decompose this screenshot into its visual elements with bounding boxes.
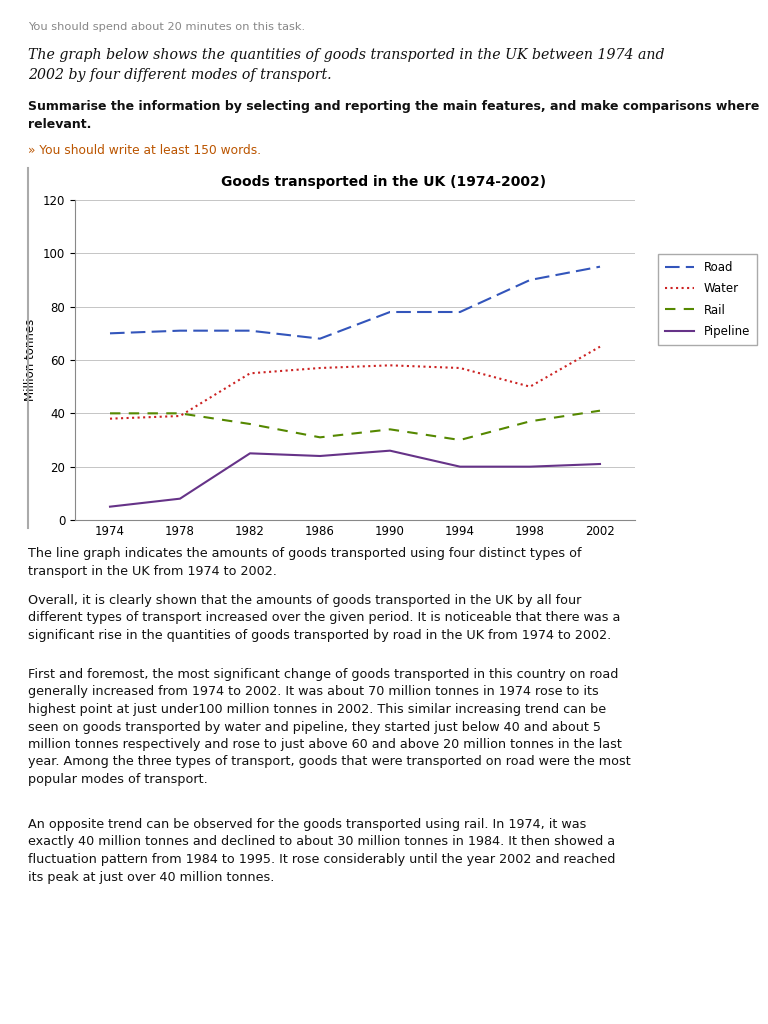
Text: Overall, it is clearly shown that the amounts of goods transported in the UK by : Overall, it is clearly shown that the am… — [28, 594, 621, 642]
Text: An opposite trend can be observed for the goods transported using rail. In 1974,: An opposite trend can be observed for th… — [28, 818, 615, 884]
Text: Goods transported in the UK (1974-2002): Goods transported in the UK (1974-2002) — [221, 175, 547, 189]
Text: » You should write at least 150 words.: » You should write at least 150 words. — [28, 144, 261, 157]
Y-axis label: Million tonnes: Million tonnes — [25, 318, 38, 401]
Text: The graph below shows the quantities of goods transported in the UK between 1974: The graph below shows the quantities of … — [28, 48, 664, 82]
Text: You should spend about 20 minutes on this task.: You should spend about 20 minutes on thi… — [28, 22, 305, 32]
Text: First and foremost, the most significant change of goods transported in this cou: First and foremost, the most significant… — [28, 668, 631, 786]
Text: The line graph indicates the amounts of goods transported using four distinct ty: The line graph indicates the amounts of … — [28, 547, 581, 578]
Text: Summarise the information by selecting and reporting the main features, and make: Summarise the information by selecting a… — [28, 100, 760, 131]
Legend: Road, Water, Rail, Pipeline: Road, Water, Rail, Pipeline — [657, 254, 757, 345]
